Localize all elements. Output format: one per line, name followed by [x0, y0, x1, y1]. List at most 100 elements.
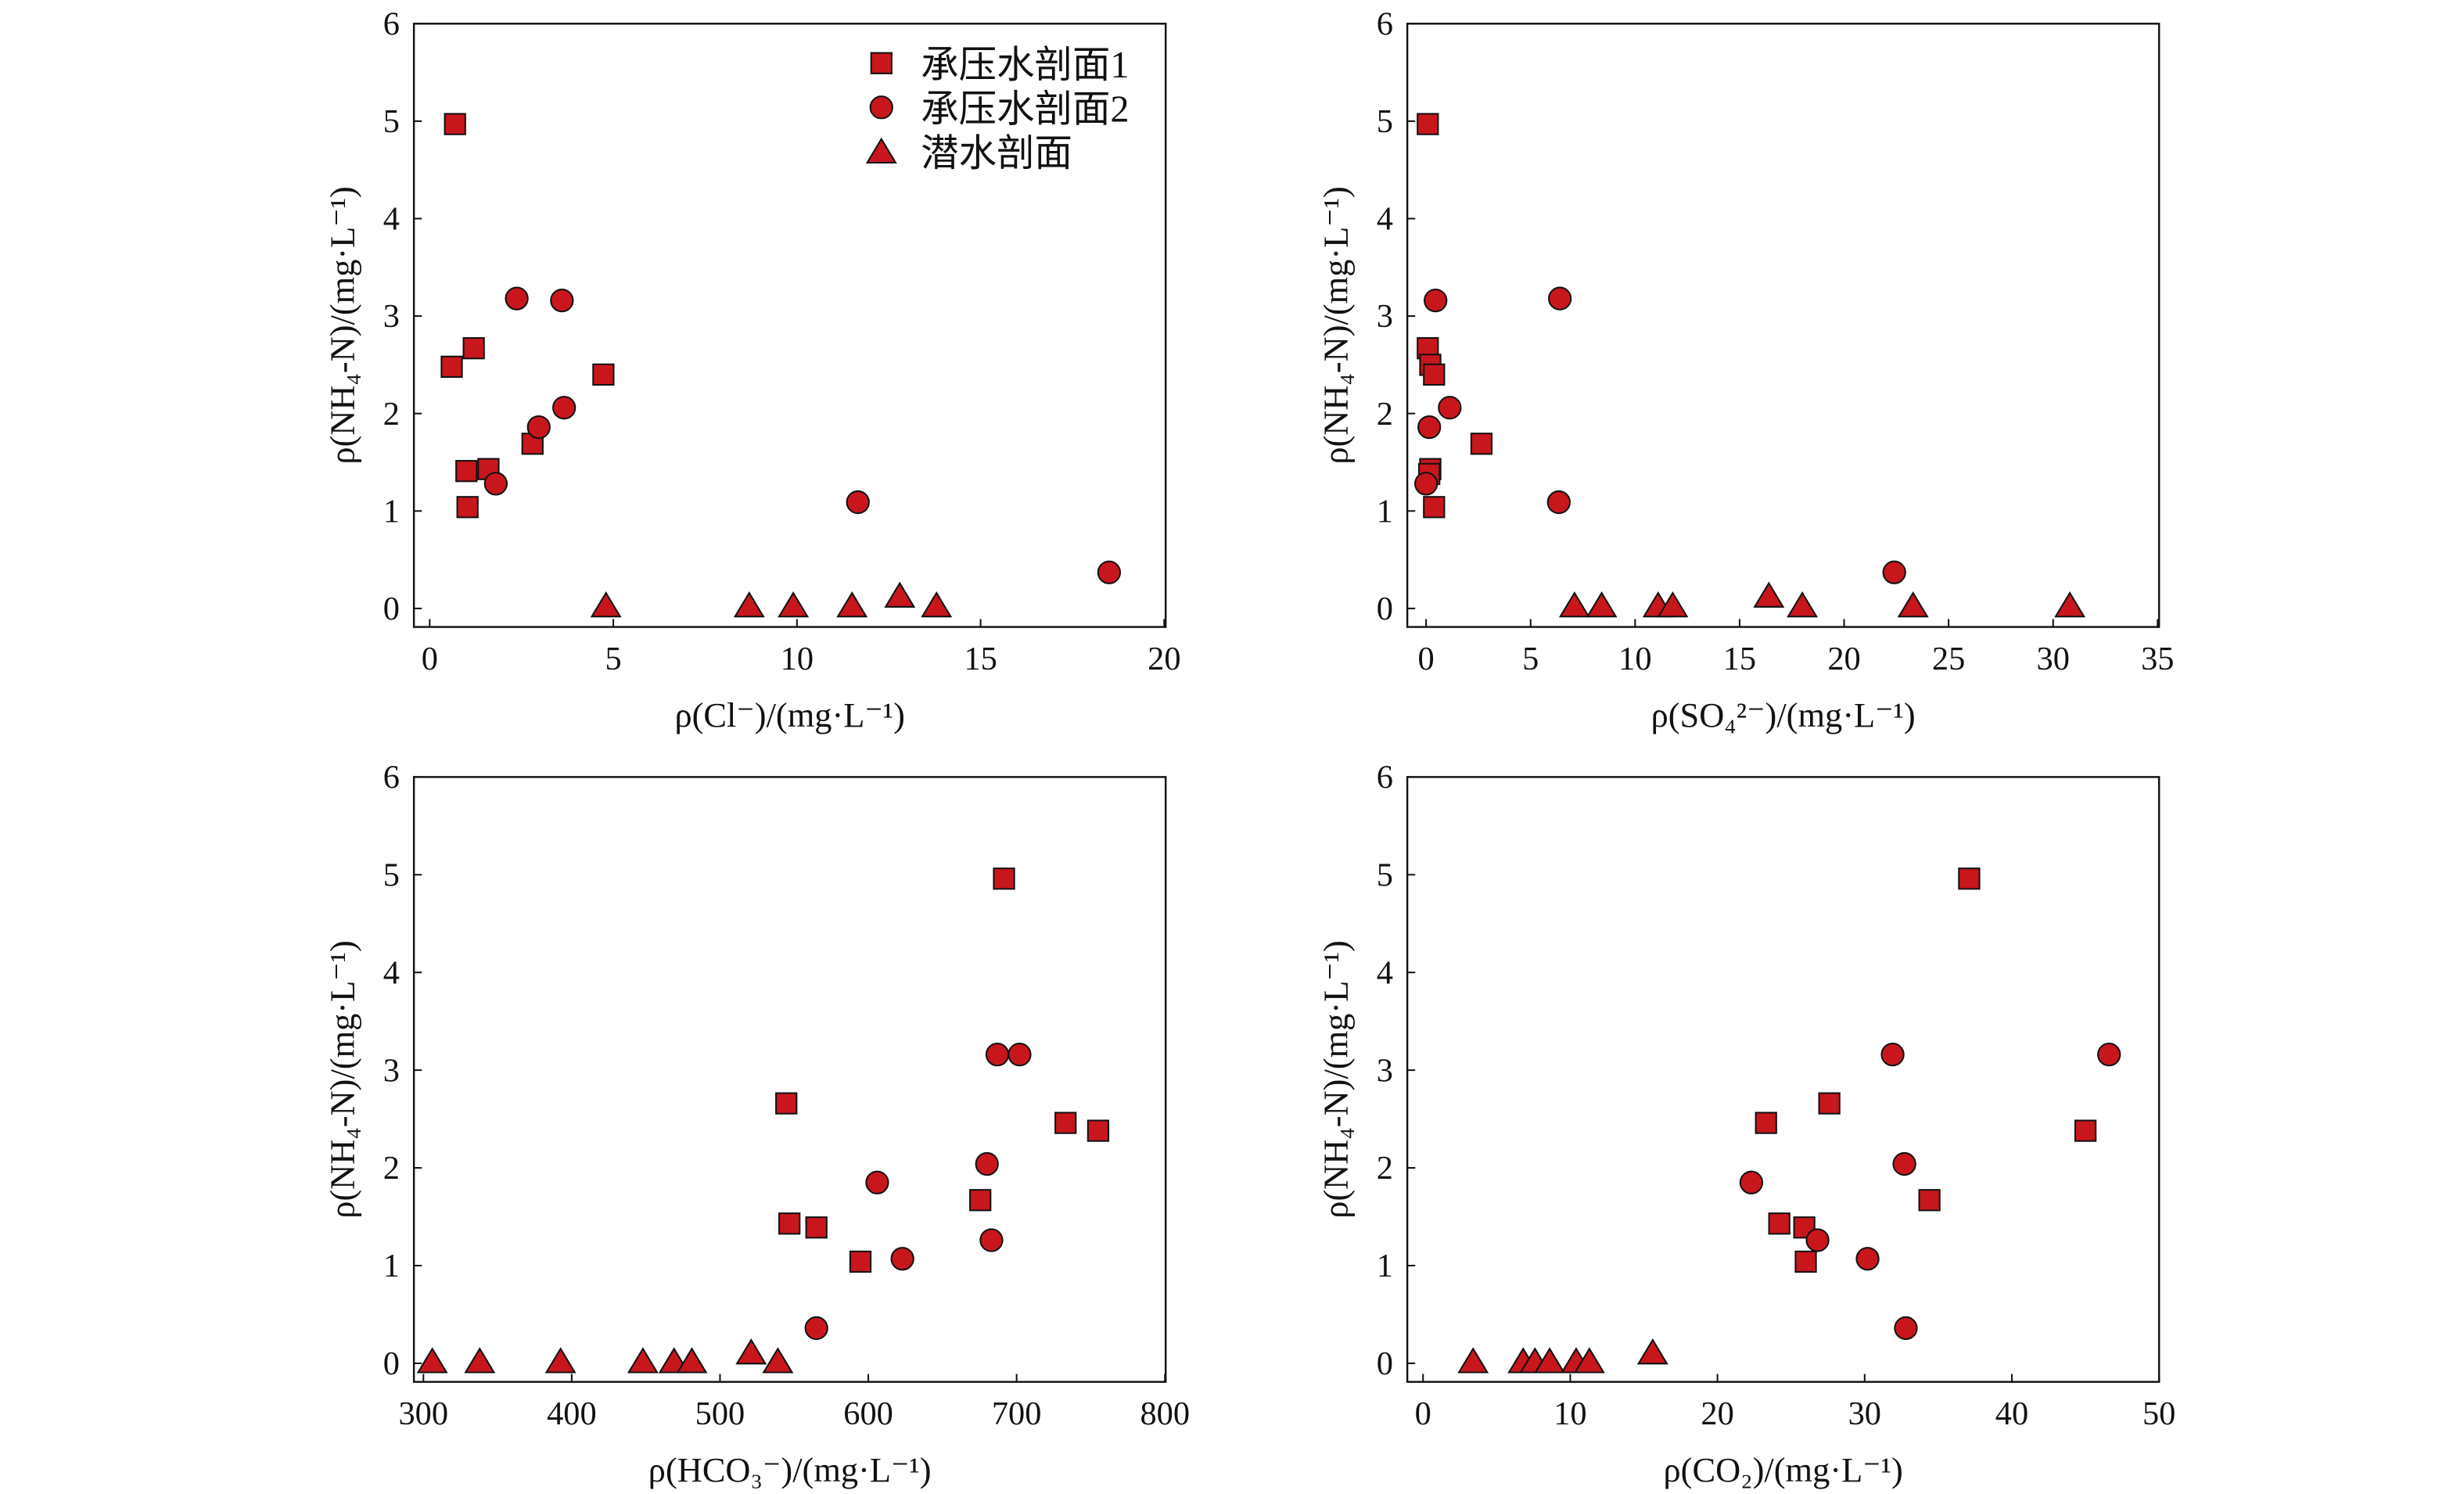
data-point-triangle — [884, 581, 916, 608]
data-point-triangle — [2054, 591, 2086, 618]
series-square — [440, 113, 615, 519]
y-axis-label: ρ(NH₄-N)/(mg·L⁻¹) — [322, 186, 361, 465]
x-tick-label: 30 — [1848, 1395, 1881, 1432]
data-point-circle — [1805, 1228, 1830, 1252]
data-point-circle — [526, 415, 551, 440]
data-point-square — [456, 496, 479, 519]
x-tick-label: 500 — [695, 1395, 745, 1432]
series-square — [1755, 867, 2097, 1273]
y-tick-label: 2 — [1377, 396, 1393, 433]
data-point-triangle — [1558, 591, 1590, 618]
series-triangle — [416, 1338, 794, 1374]
data-point-triangle — [416, 1347, 448, 1374]
data-point-circle — [1417, 415, 1442, 440]
y-tick-label: 3 — [383, 1052, 400, 1089]
data-point-triangle — [1636, 1338, 1668, 1365]
y-tick-label: 1 — [1377, 1248, 1393, 1284]
data-point-circle — [1546, 490, 1571, 515]
y-tick-label: 3 — [1377, 1052, 1393, 1089]
series-circle — [1414, 286, 1906, 584]
data-point-square — [1470, 433, 1493, 455]
data-point-triangle — [627, 1347, 659, 1374]
data-point-square — [1087, 1119, 1110, 1142]
data-point-triangle — [1657, 591, 1689, 618]
data-point-circle — [846, 490, 870, 515]
data-point-triangle — [735, 1338, 767, 1365]
data-point-triangle — [1897, 591, 1929, 618]
x-tick-label: 50 — [2143, 1395, 2175, 1432]
data-point-square — [1794, 1250, 1817, 1273]
y-tick-label: 5 — [383, 103, 400, 140]
series-circle — [1739, 1043, 2121, 1341]
data-point-circle — [1894, 1316, 1918, 1341]
x-axis-label: ρ(HCO₃⁻)/(mg·L⁻¹) — [648, 1450, 932, 1489]
data-point-square — [440, 355, 463, 379]
chart-panel-4: 0 10 20 30 40 50 0 1 2 3 4 5 6 ρ(CO₂)/(mg·L⁻¹) ρ(NH₄-N… — [1316, 759, 2175, 1489]
x-tick-label: 10 — [1618, 641, 1651, 677]
x-tick-label: 10 — [781, 641, 814, 677]
x-tick-label: 800 — [1140, 1395, 1190, 1432]
data-point-square — [2074, 1119, 2097, 1142]
x-tick-label: 40 — [1995, 1395, 2028, 1432]
data-point-circle — [979, 1228, 1004, 1252]
data-point-circle — [804, 1316, 828, 1341]
y-tick-label: 6 — [383, 759, 400, 795]
data-point-triangle — [1534, 1347, 1566, 1374]
y-tick-label: 6 — [383, 5, 400, 42]
data-point-circle — [1424, 289, 1448, 313]
data-point-triangle — [778, 591, 810, 618]
legend-marker-triangle — [865, 137, 897, 163]
data-point-circle — [2097, 1043, 2121, 1067]
x-axis-label: ρ(CO₂)/(mg·L⁻¹) — [1664, 1450, 1903, 1489]
y-tick-label: 4 — [383, 954, 400, 991]
data-point-circle — [1855, 1247, 1880, 1271]
legend-label: 承压水剖面2 — [921, 88, 1129, 130]
x-axis-label: ρ(SO₄²⁻)/(mg·L⁻¹) — [1651, 695, 1916, 734]
data-point-square — [1755, 1112, 1777, 1134]
data-point-square — [1423, 363, 1446, 386]
data-point-triangle — [590, 591, 622, 618]
data-point-square — [969, 1189, 992, 1212]
y-tick-label: 0 — [383, 1345, 400, 1382]
data-point-circle — [1438, 396, 1462, 420]
y-tick-label: 4 — [1377, 954, 1393, 991]
y-tick-label: 0 — [1377, 591, 1393, 627]
data-point-square — [993, 867, 1015, 890]
data-point-triangle — [1586, 591, 1618, 618]
data-point-circle — [1008, 1043, 1032, 1067]
data-point-square — [1958, 867, 1981, 890]
data-point-circle — [550, 289, 574, 313]
legend-marker-circle — [869, 95, 893, 120]
data-point-square — [1054, 1112, 1077, 1134]
y-axis-label: ρ(NH₄-N)/(mg·L⁻¹) — [322, 940, 361, 1219]
data-point-square — [1818, 1092, 1841, 1115]
legend-label: 潜水剖面 — [921, 133, 1072, 174]
plot-frame — [1406, 776, 2160, 1383]
data-point-triangle — [1753, 581, 1785, 608]
x-tick-label: 600 — [843, 1395, 893, 1432]
data-point-triangle — [544, 1347, 576, 1374]
data-point-circle — [483, 472, 508, 496]
data-point-circle — [975, 1151, 999, 1176]
data-point-square — [775, 1092, 798, 1115]
data-point-square — [1417, 113, 1439, 135]
data-point-triangle — [464, 1347, 496, 1374]
data-point-triangle — [676, 1347, 708, 1374]
x-tick-label: 15 — [1723, 641, 1756, 677]
data-point-circle — [1882, 560, 1906, 584]
y-tick-label: 4 — [1377, 201, 1393, 238]
data-point-circle — [1739, 1170, 1764, 1194]
data-point-triangle — [1787, 591, 1819, 618]
y-tick-label: 2 — [383, 1150, 400, 1187]
y-tick-label: 4 — [383, 201, 400, 238]
x-tick-label: 15 — [964, 641, 997, 677]
plot-frame — [412, 23, 1167, 628]
plot-frame — [412, 776, 1167, 1383]
x-tick-label: 300 — [398, 1395, 448, 1432]
y-tick-label: 2 — [1377, 1150, 1393, 1187]
legend-marker-square — [870, 52, 893, 74]
data-point-square — [1768, 1212, 1791, 1235]
y-tick-label: 3 — [383, 298, 400, 335]
data-point-circle — [505, 286, 529, 311]
